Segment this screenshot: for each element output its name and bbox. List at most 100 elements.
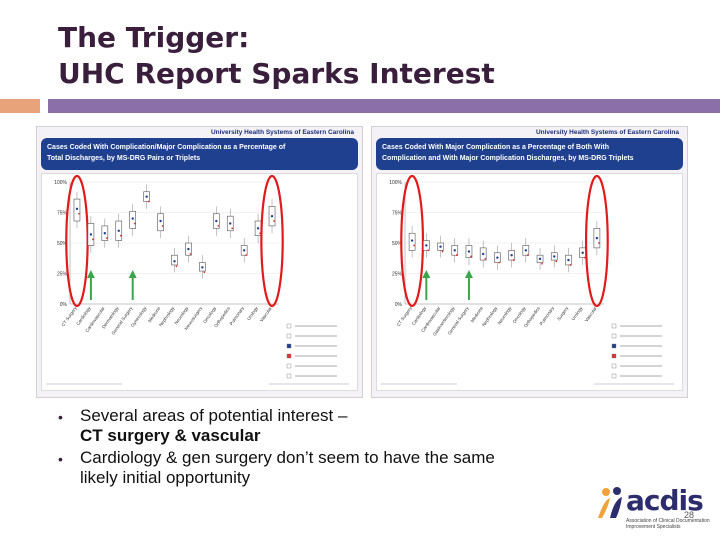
bullet-2-line-1: Cardiology & gen surgery don’t seem to h… <box>80 448 495 467</box>
right-chart-org: University Health Systems of Eastern Car… <box>535 129 679 136</box>
hospital-marker <box>597 242 600 244</box>
median-marker <box>229 222 232 225</box>
legend-swatch <box>611 323 617 329</box>
y-tick-label: 100% <box>54 180 67 186</box>
median-marker <box>201 266 204 269</box>
median-marker <box>524 249 528 252</box>
median-marker <box>595 236 599 240</box>
x-tick-label: Medicine <box>147 305 162 323</box>
bullet-1-line-2: CT surgery & vascular <box>80 426 261 445</box>
box-ct-surgery <box>73 198 81 222</box>
median-marker <box>215 219 218 223</box>
y-tick-label: 0% <box>60 302 68 308</box>
right-chart-title-line-2: Complication and With Major Complication… <box>382 155 634 162</box>
hospital-marker <box>245 254 248 257</box>
x-tick-label: Pulmonary <box>539 305 556 326</box>
median-marker <box>131 217 134 220</box>
median-marker <box>567 258 570 262</box>
hospital-marker <box>555 260 558 263</box>
hospital-marker <box>512 259 515 261</box>
hospital-marker <box>105 237 108 240</box>
green-arrow-head-icon <box>128 270 137 278</box>
title-line-1: The Trigger: <box>58 21 250 54</box>
median-marker <box>439 245 442 248</box>
median-marker <box>103 232 107 235</box>
left-chart-title-line-1: Cases Coded With Complication/Major Comp… <box>47 144 286 151</box>
left-chart-org: University Health Systems of Eastern Car… <box>210 129 354 136</box>
hospital-marker <box>119 234 122 237</box>
logo-tagline-line-2: Improvement Specialists <box>626 524 681 530</box>
bullet-list: • Several areas of potential interest – … <box>56 406 596 488</box>
median-marker <box>510 254 513 257</box>
y-tick-label: 0% <box>395 302 403 308</box>
highlight-oval <box>584 174 609 308</box>
highlight-oval <box>260 174 284 308</box>
median-marker <box>242 249 246 252</box>
hospital-marker <box>273 220 275 222</box>
median-marker <box>425 244 428 247</box>
x-tick-label: Medicine <box>470 305 485 323</box>
hospital-marker <box>413 244 416 247</box>
left-chart-title-line-2: Total Discharges, by MS-DRG Pairs or Tri… <box>47 155 201 162</box>
legend-swatch <box>611 363 617 369</box>
median-marker <box>145 195 148 198</box>
hospital-marker <box>175 265 178 268</box>
acdis-logo: acdis Association of Clinical Documentat… <box>594 482 714 538</box>
hospital-marker <box>189 253 192 255</box>
legend-swatch <box>611 333 617 339</box>
legend-swatch <box>611 353 617 359</box>
right-chart-panel: University Health Systems of Eastern Car… <box>371 126 688 398</box>
hospital-marker <box>92 238 94 241</box>
hospital-marker <box>455 254 458 257</box>
box-general-surgery <box>129 210 136 229</box>
hospital-marker <box>427 249 430 252</box>
y-tick-label: 50% <box>392 241 403 247</box>
legend-swatch <box>286 343 292 349</box>
hospital-marker <box>133 222 136 225</box>
right-chart-title-line-1: Cases Coded With Major Complication as a… <box>382 144 610 151</box>
median-marker <box>538 257 542 261</box>
logo-tagline-line-1: Association of Clinical Documentation <box>626 518 710 524</box>
x-tick-label: Surgery <box>556 305 570 321</box>
x-tick-label: Vascular <box>584 305 598 322</box>
people-figure-icon <box>598 487 622 518</box>
median-marker <box>496 256 499 259</box>
bullet-1-line-1: Several areas of potential interest – <box>80 406 348 425</box>
x-tick-label: Vascular <box>259 305 273 322</box>
x-tick-label: Neurology <box>497 305 513 325</box>
bullet-item-2: • Cardiology & gen surgery don’t seem to… <box>56 448 596 488</box>
median-marker <box>173 260 176 263</box>
median-marker <box>159 219 162 223</box>
hospital-marker <box>484 257 487 260</box>
title-line-2: UHC Report Sparks Interest <box>58 57 495 90</box>
y-tick-label: 75% <box>57 211 68 217</box>
bullet-item-1: • Several areas of potential interest – … <box>56 406 596 446</box>
x-tick-label: Pulmonary <box>229 305 246 326</box>
accent-bar-orange <box>0 99 40 113</box>
left-chart-panel: University Health Systems of Eastern Car… <box>36 126 363 398</box>
median-marker <box>453 249 456 252</box>
slide-title: The Trigger: UHC Report Sparks Interest <box>58 20 678 92</box>
legend-swatch <box>286 363 292 369</box>
median-marker <box>89 233 93 236</box>
hospital-marker <box>569 264 572 266</box>
hospital-marker <box>498 261 501 264</box>
median-marker <box>256 227 260 230</box>
box-ct-surgery <box>408 232 416 251</box>
hospital-marker <box>78 212 80 215</box>
right-chart-title-box: Cases Coded With Major Complication as a… <box>376 138 683 170</box>
x-tick-label: Urology <box>571 305 584 321</box>
median-marker <box>270 214 274 218</box>
hospital-marker <box>147 200 150 203</box>
right-chart-plot: 100% 75% 50% 25% 0% CT Surgery Cardiology Cardi… <box>376 173 683 391</box>
hospital-marker <box>583 256 586 259</box>
legend-swatch <box>286 323 292 329</box>
median-marker <box>553 255 556 258</box>
y-tick-label: 100% <box>389 180 402 186</box>
left-chart-title-box: Cases Coded With Complication/Major Comp… <box>41 138 358 170</box>
logo-tagline: Association of Clinical Documentation Im… <box>626 518 710 530</box>
box-medicine <box>157 213 164 232</box>
accent-bar-purple <box>48 99 720 113</box>
legend-swatch <box>286 333 292 339</box>
hospital-marker <box>470 255 472 258</box>
